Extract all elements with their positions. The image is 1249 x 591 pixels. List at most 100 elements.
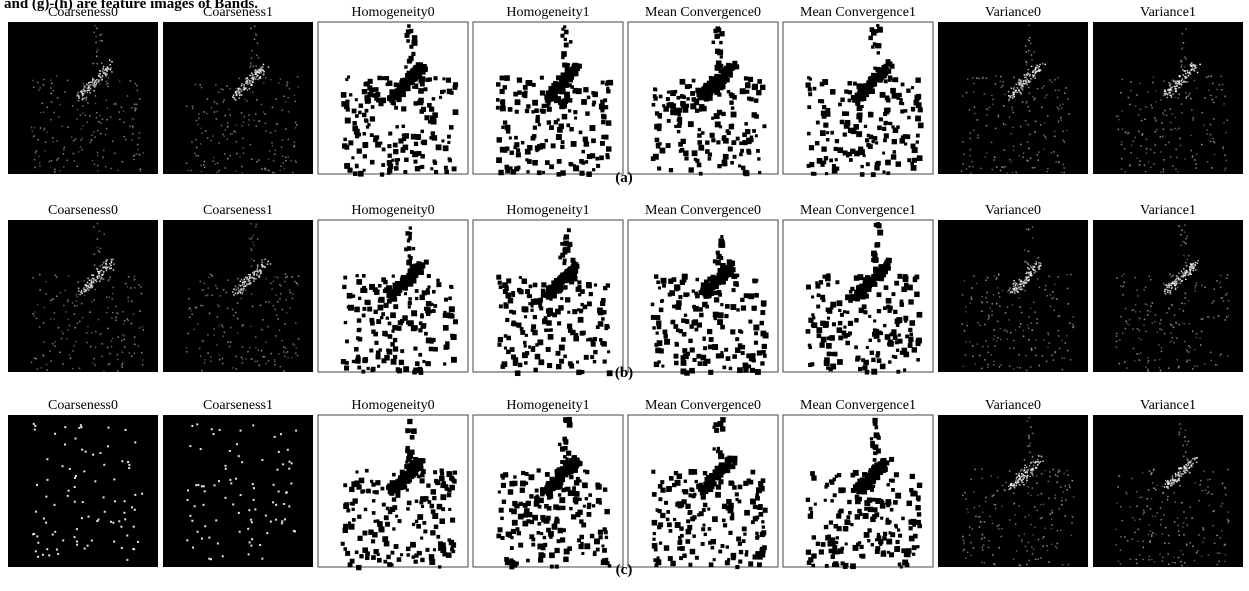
dot: [34, 167, 36, 169]
dot: [811, 323, 815, 327]
dot: [988, 319, 990, 321]
dot: [1193, 117, 1195, 119]
dot: [264, 168, 266, 170]
dot: [83, 470, 85, 472]
dot: [123, 311, 125, 313]
dot: [242, 359, 244, 361]
dot: [752, 129, 756, 133]
dot: [82, 501, 84, 503]
dot: [744, 122, 748, 126]
dot: [971, 287, 973, 289]
dot: [412, 370, 417, 375]
dot: [719, 41, 722, 44]
dot: [519, 276, 522, 279]
dot: [1030, 158, 1032, 160]
dot: [374, 310, 378, 314]
dot: [1023, 152, 1024, 154]
dot: [107, 108, 109, 110]
dot: [1138, 354, 1140, 356]
dot: [50, 79, 52, 81]
dot: [426, 311, 431, 316]
dot: [91, 274, 93, 276]
dot: [204, 167, 206, 169]
dot: [1189, 266, 1191, 268]
dot: [1036, 67, 1038, 69]
dot: [880, 92, 886, 98]
dot: [95, 331, 97, 333]
dot: [443, 313, 448, 318]
dot: [699, 172, 703, 176]
dot: [525, 149, 531, 155]
dot: [677, 96, 681, 100]
dot: [1037, 278, 1039, 280]
dot: [411, 52, 415, 56]
dot: [443, 362, 446, 365]
dot: [763, 354, 767, 358]
dot: [884, 122, 887, 125]
dot: [832, 322, 836, 326]
dot: [989, 107, 991, 109]
dot: [716, 353, 721, 358]
dot: [1204, 97, 1206, 99]
dot: [869, 88, 875, 94]
dot: [104, 511, 106, 513]
dot: [32, 80, 34, 82]
dot: [250, 75, 252, 77]
dot: [1037, 159, 1039, 161]
dot: [1170, 283, 1172, 285]
dot: [270, 79, 272, 81]
dot: [1026, 51, 1028, 53]
dot: [888, 79, 891, 82]
dot: [1223, 147, 1225, 149]
dot: [571, 141, 577, 147]
dot: [142, 364, 144, 366]
dot: [56, 75, 58, 77]
dot: [760, 331, 765, 336]
dot: [409, 226, 412, 229]
dot: [862, 84, 866, 88]
dot: [381, 277, 386, 282]
dot: [88, 85, 90, 87]
dot: [1140, 352, 1142, 354]
dot: [1012, 97, 1014, 99]
dot: [1174, 285, 1176, 287]
dot: [235, 368, 237, 370]
dot: [714, 291, 719, 296]
dot: [877, 309, 881, 313]
dot: [252, 241, 254, 243]
dot: [703, 84, 706, 87]
dot: [97, 165, 99, 167]
dot: [1170, 108, 1172, 110]
dot: [250, 144, 252, 146]
dot: [865, 86, 870, 91]
dot: [1150, 305, 1152, 307]
dot: [137, 541, 139, 543]
dot: [558, 305, 563, 310]
dot: [118, 313, 120, 315]
dot: [255, 79, 257, 81]
dot: [729, 100, 733, 104]
dot: [247, 89, 249, 91]
dot: [250, 77, 252, 79]
dot: [222, 555, 224, 557]
dot: [257, 238, 259, 240]
dot: [205, 130, 207, 132]
dot: [1059, 105, 1061, 107]
dot: [64, 444, 66, 446]
dot: [1053, 297, 1055, 299]
dot: [1028, 339, 1030, 341]
dot: [993, 159, 995, 161]
dot: [34, 127, 36, 129]
dot: [1195, 167, 1197, 169]
dot: [280, 285, 282, 287]
dot: [1155, 144, 1157, 146]
dot: [225, 115, 227, 117]
dot: [1155, 314, 1157, 316]
dot: [351, 156, 354, 159]
dot: [837, 359, 843, 365]
dot: [741, 166, 745, 170]
dot: [1220, 287, 1222, 289]
dot: [688, 84, 692, 88]
dot: [723, 138, 729, 144]
dot: [1164, 110, 1166, 112]
